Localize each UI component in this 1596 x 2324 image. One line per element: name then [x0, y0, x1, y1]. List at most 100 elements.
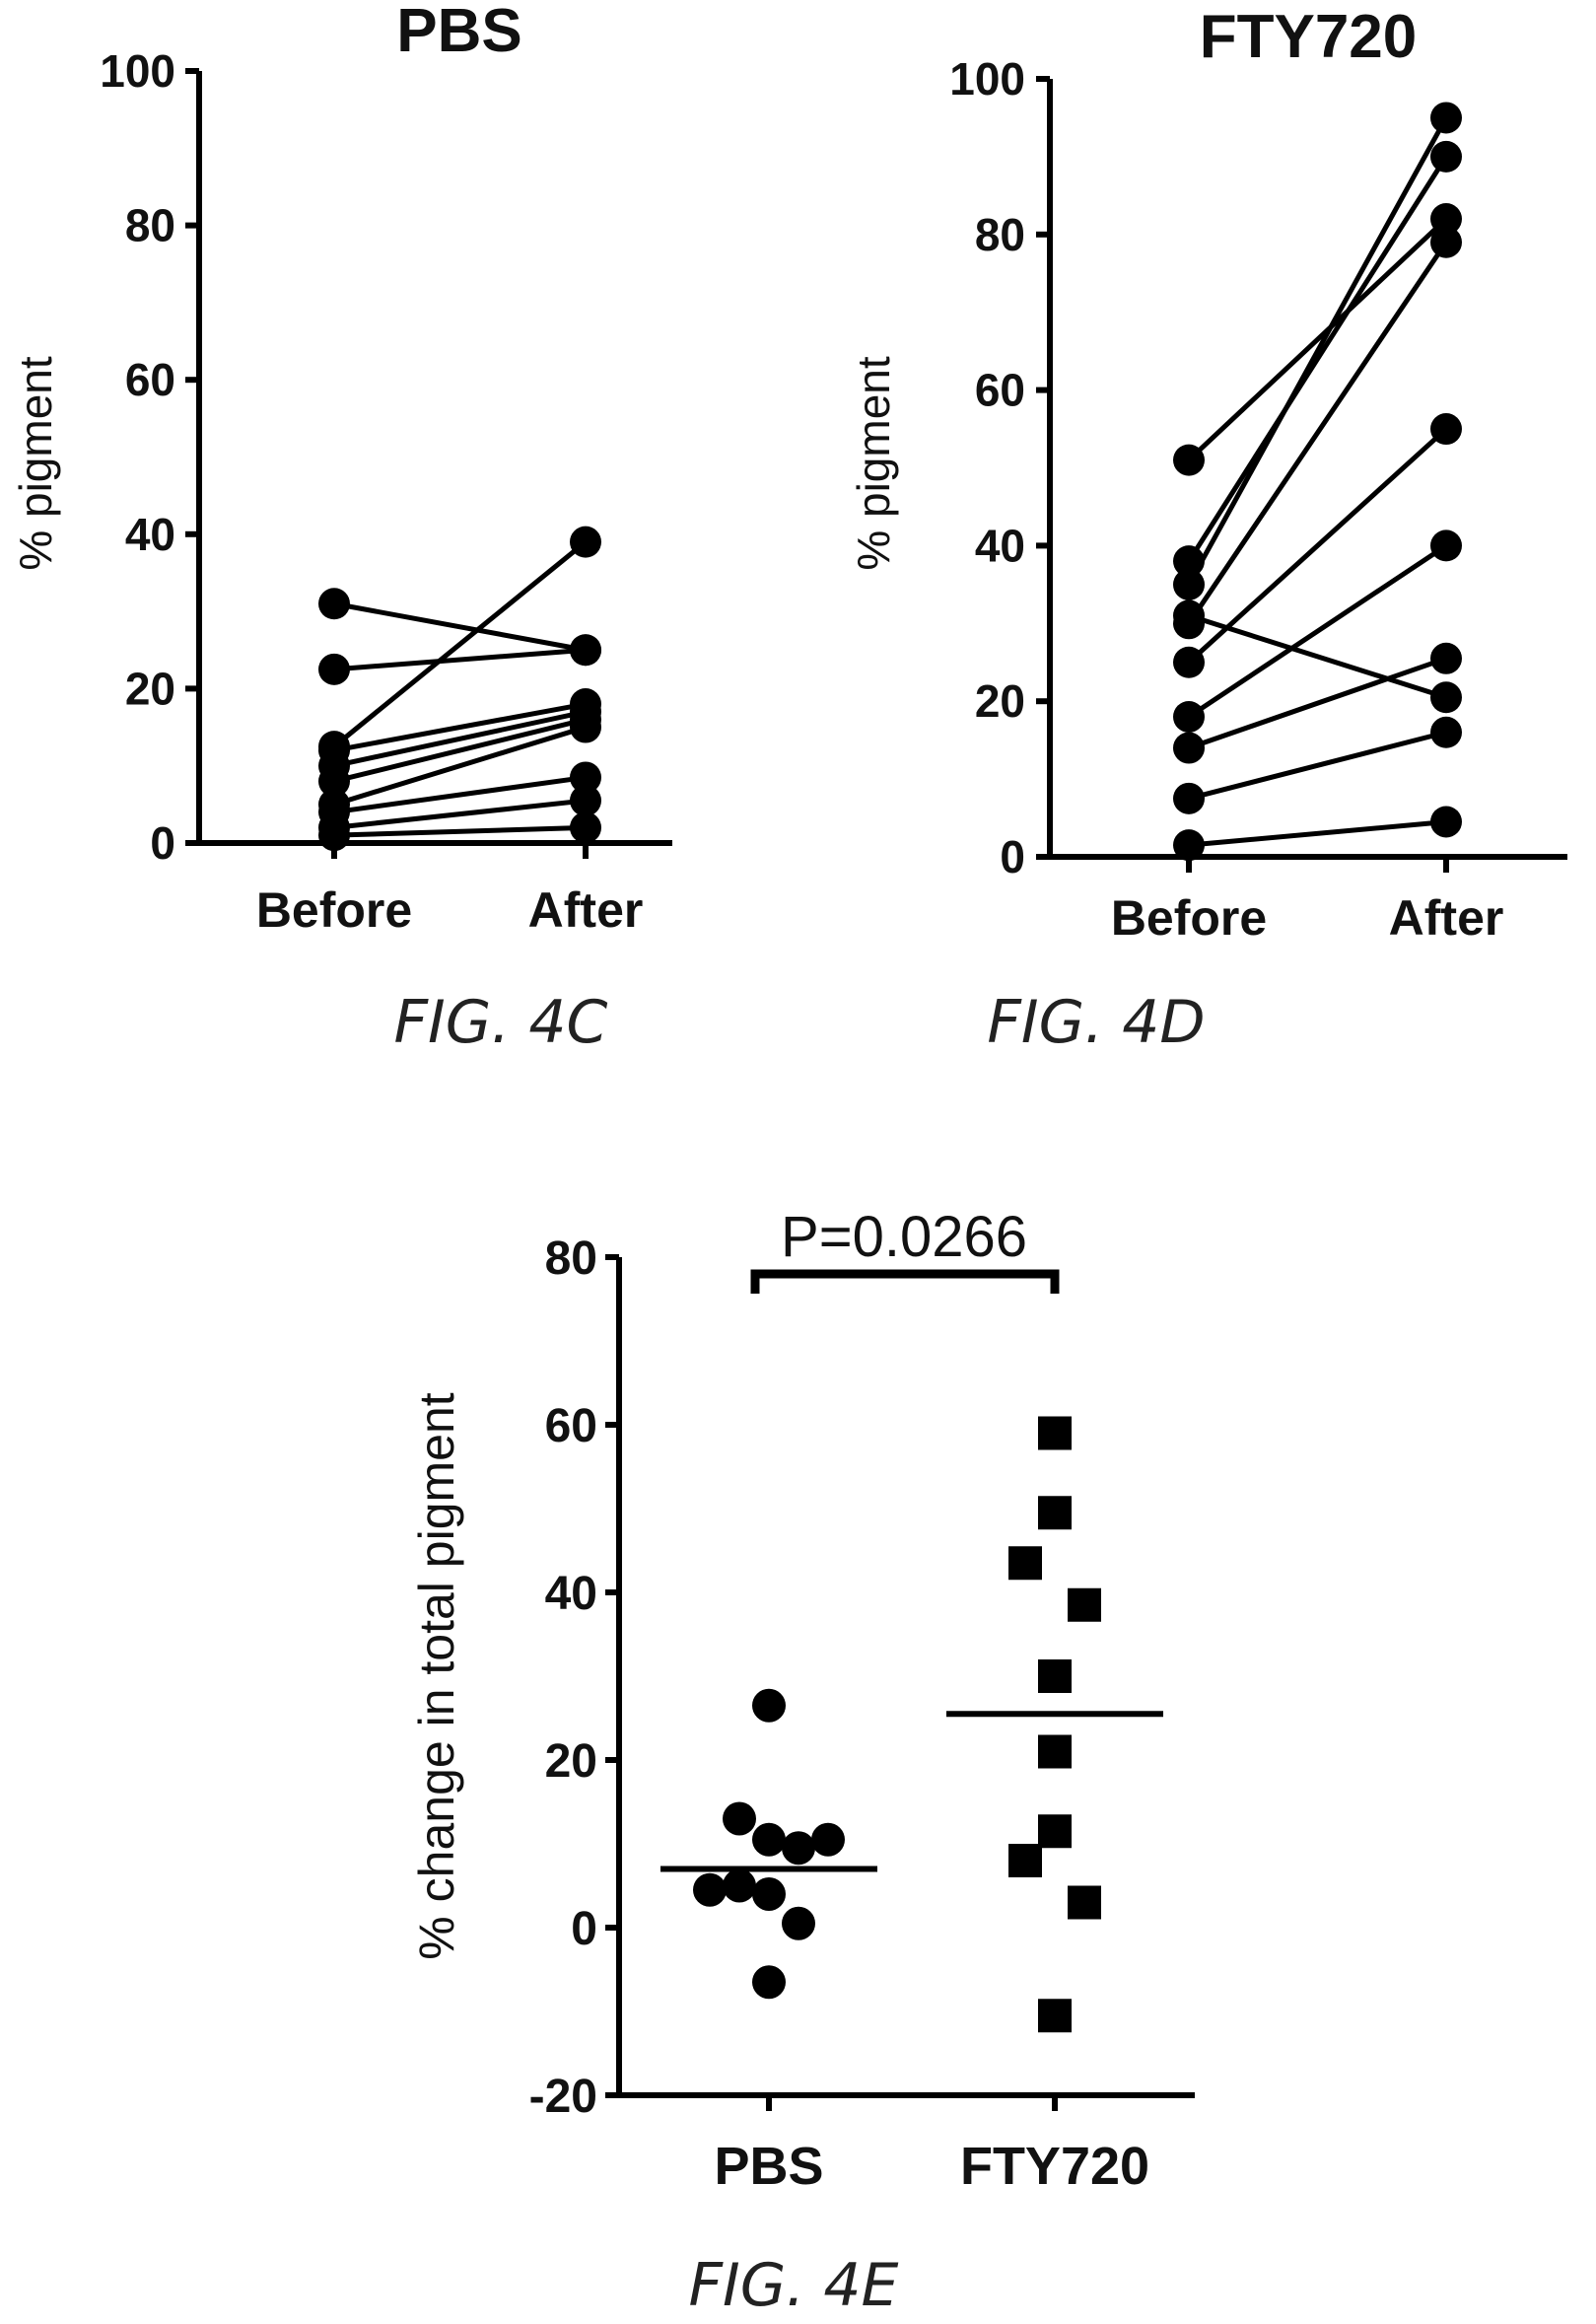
pair-line	[1186, 155, 1449, 563]
x-tick-label: PBS	[714, 2137, 823, 2196]
pair-line	[333, 717, 587, 784]
x-tick-label: FTY720	[960, 2137, 1149, 2196]
y-tick-label: 40	[545, 1568, 597, 1620]
data-point	[1068, 1587, 1101, 1622]
pair-line	[333, 709, 587, 769]
data-point	[1430, 806, 1462, 838]
pair-line	[333, 647, 587, 672]
pair-line	[333, 725, 587, 808]
data-point	[1173, 700, 1205, 733]
data-point	[1173, 646, 1205, 678]
chart-4d-fty720-pigment: 0 20 40 60 80 100 Before After FTY720 % pigment	[848, 3, 1567, 946]
data-point	[318, 653, 350, 685]
chart-title: PBS	[396, 0, 521, 65]
pair-line	[1187, 427, 1448, 665]
data-point	[723, 1868, 756, 1903]
y-tick-label: 0	[1000, 831, 1025, 882]
significance-bracket	[750, 1269, 1060, 1294]
data-point	[811, 1822, 845, 1857]
data-point	[782, 1831, 815, 1866]
data-point	[1430, 203, 1462, 236]
data-point	[570, 761, 601, 794]
data-point	[1038, 1999, 1072, 2033]
pair-line	[333, 824, 587, 838]
p-value-annotation: P=0.0266	[781, 1205, 1027, 1269]
data-point	[752, 1965, 786, 2000]
data-point	[752, 1688, 786, 1723]
data-point	[1068, 1885, 1101, 1920]
y-tick-label: 80	[125, 200, 175, 251]
data-point	[1173, 568, 1205, 600]
data-point	[1430, 413, 1462, 446]
y-axis-label: % pigment	[10, 356, 61, 571]
caption-fig-4e: FIG. 4E	[689, 2251, 899, 2320]
pair-line	[1188, 613, 1447, 700]
data-point	[1173, 829, 1205, 862]
pair-line	[1187, 543, 1448, 720]
data-point	[570, 634, 601, 667]
y-tick-label: 20	[125, 663, 175, 714]
chart-title: FTY720	[1200, 3, 1418, 71]
x-tick-label: After	[528, 882, 644, 938]
pair-line	[1187, 217, 1448, 462]
chart-4c-pbs-pigment: 0 20 40 60 80 100 Before After PBS % pigment	[10, 0, 672, 938]
y-axis-label: % pigment	[848, 356, 899, 571]
pair-line	[1186, 116, 1449, 587]
pair-line	[1186, 241, 1449, 625]
data-point	[570, 784, 601, 816]
pair-line	[333, 600, 587, 653]
data-point	[1430, 681, 1462, 714]
caption-fig-4d: FIG. 4D	[987, 988, 1205, 1057]
data-point	[1008, 1844, 1042, 1877]
y-tick-label: 40	[975, 520, 1025, 571]
y-tick-label: 60	[125, 354, 175, 405]
data-point	[1430, 716, 1462, 748]
data-point	[1173, 782, 1205, 814]
data-point	[1038, 1814, 1072, 1849]
pair-line	[333, 774, 587, 815]
data-point	[1430, 102, 1462, 134]
data-point	[693, 1872, 727, 1907]
data-point	[1173, 599, 1205, 632]
y-tick-label: 20	[545, 1735, 597, 1788]
data-point	[1173, 732, 1205, 764]
y-tick-label: 60	[545, 1400, 597, 1452]
chart-4e-change-in-pigment: -20 0 20 40 60 80 PBS FTY720 % change in total p…	[409, 1205, 1195, 2196]
data-point	[318, 588, 350, 620]
data-point	[318, 819, 350, 852]
pair-line	[333, 798, 587, 830]
data-point	[752, 1877, 786, 1911]
data-point	[752, 1822, 786, 1857]
data-point	[570, 811, 601, 844]
y-axis-label: % change in total pigment	[409, 1392, 464, 1959]
y-tick-label: 80	[545, 1232, 597, 1285]
caption-fig-4c: FIG. 4C	[394, 988, 608, 1057]
data-point	[318, 765, 350, 798]
pair-line	[1188, 656, 1447, 750]
pair-line	[332, 539, 588, 749]
data-point	[1430, 529, 1462, 562]
data-point	[570, 526, 601, 558]
y-tick-label: 100	[100, 45, 175, 97]
y-tick-label: 100	[949, 53, 1025, 105]
y-tick-label: 40	[125, 509, 175, 560]
data-point	[1038, 1496, 1072, 1530]
data-point	[1038, 1416, 1072, 1450]
y-tick-label: 0	[150, 817, 175, 869]
x-tick-label: Before	[256, 882, 412, 938]
data-point	[782, 1906, 815, 1940]
pair-line	[333, 701, 587, 753]
data-point	[1430, 140, 1462, 173]
data-point	[1038, 1734, 1072, 1769]
y-tick-label: 60	[975, 365, 1025, 416]
data-point	[1430, 642, 1462, 674]
y-tick-label: 0	[571, 1903, 597, 1955]
x-tick-label: After	[1389, 890, 1504, 946]
y-tick-label: 20	[975, 675, 1025, 727]
pair-line	[1188, 730, 1447, 802]
data-point	[1038, 1659, 1072, 1693]
data-point	[570, 711, 601, 743]
data-point	[1173, 444, 1205, 476]
pair-line	[1188, 819, 1447, 848]
